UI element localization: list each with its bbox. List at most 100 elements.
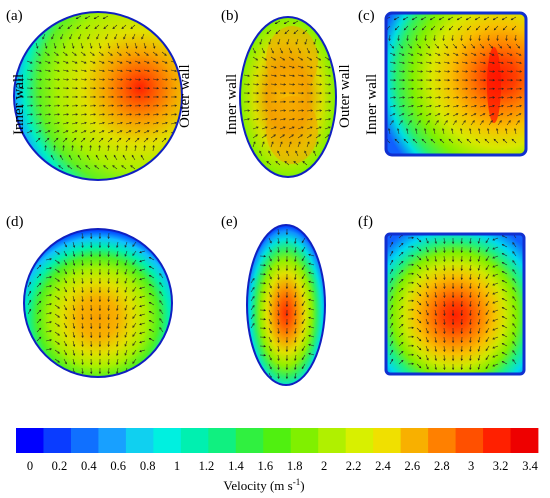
velocity-vector bbox=[63, 268, 67, 275]
velocity-vector-head bbox=[469, 38, 472, 42]
colorbar-swatch bbox=[235, 428, 264, 453]
velocity-vector-head bbox=[147, 69, 150, 73]
velocity-vector bbox=[407, 120, 412, 126]
velocity-vector-head bbox=[501, 262, 505, 265]
velocity-vector bbox=[434, 354, 437, 361]
velocity-vector-head bbox=[451, 304, 455, 308]
velocity-vector-head bbox=[39, 113, 43, 116]
velocity-vector-head bbox=[492, 274, 495, 277]
velocity-vector-head bbox=[434, 295, 437, 298]
velocity-vector-head bbox=[256, 109, 260, 112]
velocity-vector bbox=[308, 263, 315, 266]
panel-c: (c) Inner wall bbox=[358, 8, 528, 157]
velocity-vector bbox=[424, 128, 427, 135]
velocity-vector bbox=[389, 70, 396, 72]
colorbar-tick-label: 1 bbox=[174, 459, 180, 473]
velocity-vector-head bbox=[465, 104, 468, 108]
velocity-vector-head bbox=[388, 128, 391, 131]
velocity-vector-head bbox=[434, 304, 437, 307]
velocity-vector-head bbox=[30, 78, 34, 81]
velocity-vector-head bbox=[501, 334, 505, 337]
velocity-vector bbox=[470, 70, 477, 72]
velocity-vector bbox=[478, 354, 481, 361]
velocity-vector-head bbox=[269, 349, 272, 352]
velocity-vector bbox=[502, 343, 508, 347]
velocity-vector-head bbox=[301, 357, 305, 361]
velocity-vector bbox=[308, 272, 315, 275]
velocity-vector-head bbox=[38, 273, 42, 277]
velocity-vector-head bbox=[93, 16, 97, 20]
velocity-vector-head bbox=[107, 335, 110, 339]
velocity-vector bbox=[152, 113, 159, 116]
velocity-vector bbox=[124, 250, 128, 257]
velocity-vector-head bbox=[429, 70, 433, 73]
velocity-vector-head bbox=[328, 83, 332, 86]
velocity-vector-head bbox=[469, 250, 472, 253]
velocity-vector-head bbox=[477, 250, 481, 253]
velocity-vector-head bbox=[420, 104, 423, 108]
velocity-vector-head bbox=[308, 289, 311, 292]
velocity-vector bbox=[315, 83, 322, 85]
velocity-vector bbox=[485, 273, 490, 279]
velocity-vector-head bbox=[301, 312, 305, 316]
velocity-vector bbox=[452, 43, 457, 49]
velocity-vector bbox=[53, 145, 56, 152]
velocity-vector bbox=[159, 318, 164, 324]
velocity-vector bbox=[116, 42, 119, 49]
velocity-vector bbox=[439, 16, 445, 21]
velocity-vector bbox=[458, 25, 463, 31]
velocity-vector-head bbox=[66, 121, 69, 125]
velocity-vector-head bbox=[421, 138, 425, 142]
velocity-vector bbox=[306, 126, 313, 130]
velocity-vector bbox=[159, 309, 164, 315]
velocity-vector-head bbox=[124, 326, 127, 329]
velocity-vector bbox=[116, 250, 119, 257]
velocity-vector-head bbox=[274, 83, 278, 86]
velocity-vector bbox=[301, 363, 306, 369]
velocity-vector-head bbox=[47, 53, 50, 56]
velocity-vector-head bbox=[148, 283, 152, 287]
velocity-vector-head bbox=[316, 50, 319, 54]
velocity-vector bbox=[261, 74, 268, 77]
velocity-vector-head bbox=[410, 113, 414, 116]
velocity-vector-head bbox=[130, 165, 133, 168]
velocity-vector bbox=[268, 336, 272, 343]
velocity-vector-head bbox=[327, 58, 331, 61]
velocity-vector-head bbox=[57, 297, 60, 300]
velocity-vector-head bbox=[81, 344, 84, 348]
velocity-vector bbox=[389, 113, 396, 117]
velocity-vector bbox=[54, 313, 60, 318]
velocity-vector-head bbox=[154, 137, 158, 141]
velocity-vector bbox=[107, 137, 113, 143]
velocity-vector bbox=[35, 51, 41, 56]
velocity-vector-head bbox=[454, 120, 457, 123]
velocity-vector bbox=[294, 282, 297, 289]
velocity-vector bbox=[443, 97, 450, 99]
velocity-vector bbox=[152, 42, 155, 49]
velocity-vector-head bbox=[401, 287, 404, 291]
velocity-vector bbox=[452, 52, 459, 56]
velocity-vector-head bbox=[49, 258, 52, 261]
velocity-vector-head bbox=[39, 121, 42, 125]
velocity-vector-head bbox=[519, 78, 523, 82]
velocity-vector-head bbox=[439, 27, 443, 31]
velocity-vector bbox=[398, 315, 404, 320]
velocity-vector bbox=[143, 145, 146, 152]
panel-a-velocity-vectors bbox=[17, 15, 178, 170]
velocity-vector-head bbox=[107, 353, 110, 357]
velocity-vector bbox=[161, 51, 167, 56]
velocity-vector bbox=[315, 56, 321, 61]
velocity-vector-head bbox=[310, 66, 313, 69]
velocity-vector-head bbox=[90, 362, 93, 366]
velocity-vector-head bbox=[139, 268, 142, 272]
velocity-vector-head bbox=[483, 61, 486, 65]
velocity-vector-head bbox=[174, 95, 178, 99]
velocity-vector bbox=[485, 345, 490, 351]
velocity-vector-head bbox=[49, 285, 52, 288]
velocity-vector-head bbox=[496, 128, 499, 131]
velocity-vector bbox=[275, 29, 281, 34]
velocity-vector-head bbox=[124, 317, 127, 320]
velocity-vector bbox=[389, 359, 394, 365]
velocity-vector-head bbox=[484, 138, 488, 142]
velocity-vector-head bbox=[501, 17, 505, 21]
